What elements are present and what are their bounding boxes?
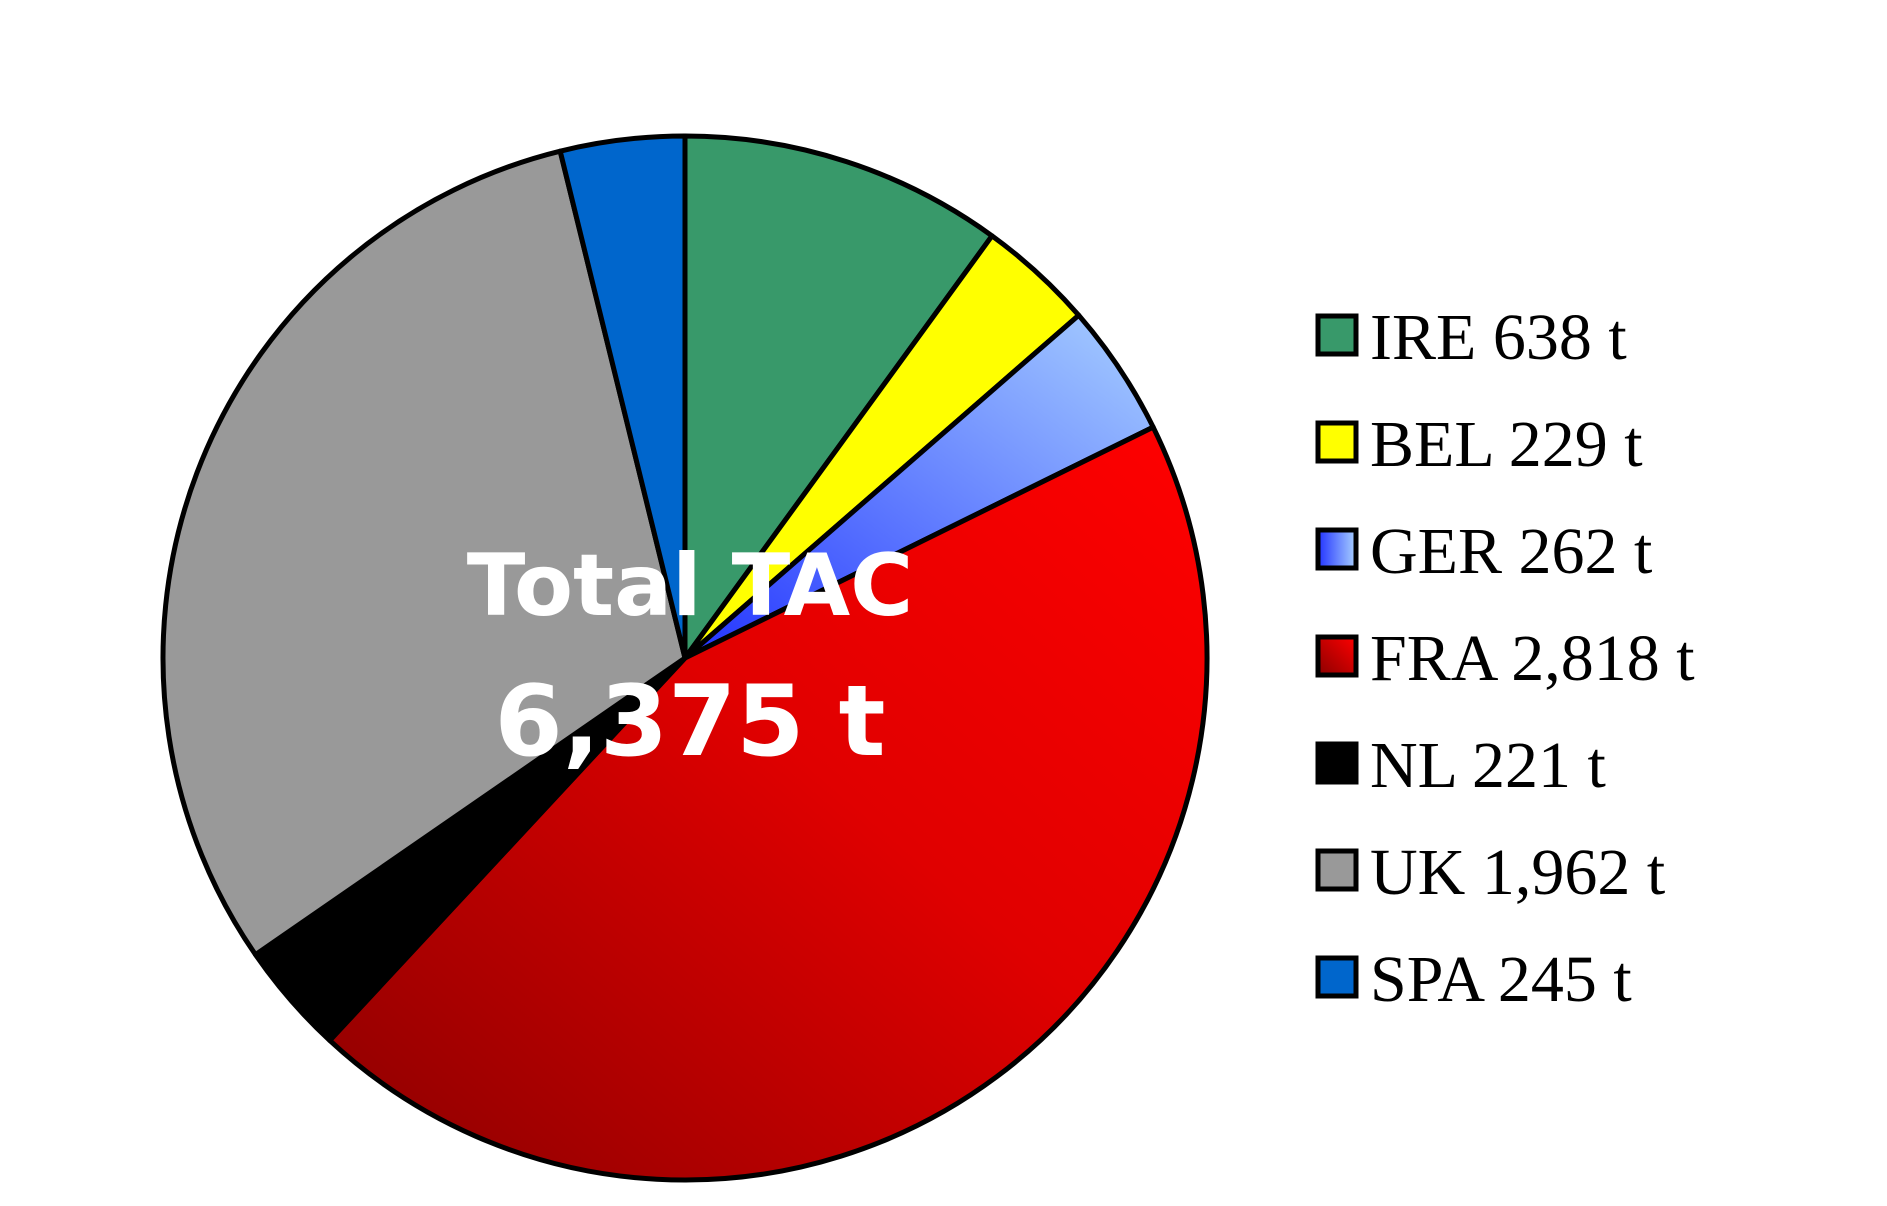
pie-slice-fra bbox=[327, 424, 1210, 1183]
legend-item-ire: IRE 638 t bbox=[1315, 301, 1627, 374]
legend-label-ire: IRE 638 t bbox=[1370, 301, 1627, 374]
legend: IRE 638 t BEL 229 t GER 262 t FRA 2,818 t NL… bbox=[1315, 301, 1695, 1016]
center-label: Total TAC 6,375 t bbox=[467, 536, 914, 779]
legend-item-nl: NL 221 t bbox=[1315, 729, 1606, 802]
legend-label-bel: BEL 229 t bbox=[1370, 408, 1643, 481]
center-label-line2: 6,375 t bbox=[495, 665, 886, 779]
legend-label-spa: SPA 245 t bbox=[1370, 943, 1632, 1016]
legend-item-fra: FRA 2,818 t bbox=[1315, 622, 1695, 695]
legend-item-ger: GER 262 t bbox=[1315, 515, 1652, 588]
legend-swatch-uk bbox=[1315, 848, 1359, 892]
legend-swatch-ire bbox=[1315, 313, 1359, 357]
pie-slice-spa bbox=[557, 133, 688, 661]
legend-swatch-fra bbox=[1315, 634, 1359, 678]
center-label-line1: Total TAC bbox=[467, 536, 914, 636]
pie-slices bbox=[160, 133, 1210, 1183]
legend-swatch-spa bbox=[1315, 955, 1359, 999]
legend-swatch-bel bbox=[1315, 420, 1359, 464]
legend-item-bel: BEL 229 t bbox=[1315, 408, 1643, 481]
legend-label-ger: GER 262 t bbox=[1370, 515, 1652, 588]
pie-slice-ire bbox=[682, 133, 995, 661]
legend-item-uk: UK 1,962 t bbox=[1315, 836, 1665, 909]
legend-label-uk: UK 1,962 t bbox=[1370, 836, 1665, 909]
legend-label-fra: FRA 2,818 t bbox=[1370, 622, 1695, 695]
pie-slice-uk bbox=[160, 148, 688, 958]
legend-label-nl: NL 221 t bbox=[1370, 729, 1606, 802]
legend-swatch-ger bbox=[1315, 527, 1359, 571]
legend-swatch-nl bbox=[1315, 741, 1359, 785]
legend-item-spa: SPA 245 t bbox=[1315, 943, 1632, 1016]
